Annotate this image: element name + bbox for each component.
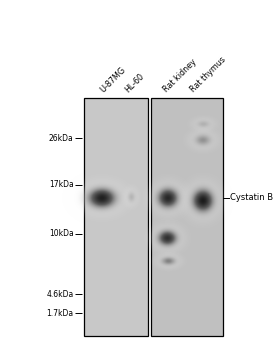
Bar bbox=[84, 98, 148, 336]
Text: 10kDa: 10kDa bbox=[49, 229, 74, 238]
Text: HL-60: HL-60 bbox=[124, 72, 146, 95]
Text: 17kDa: 17kDa bbox=[49, 180, 74, 189]
Text: 4.6kDa: 4.6kDa bbox=[46, 290, 74, 299]
Text: U-87MG: U-87MG bbox=[99, 65, 128, 95]
Text: 1.7kDa: 1.7kDa bbox=[47, 309, 74, 318]
Text: Rat thymus: Rat thymus bbox=[189, 56, 227, 94]
Text: Cystatin B: Cystatin B bbox=[230, 193, 273, 202]
Bar bbox=[151, 98, 223, 336]
Text: 26kDa: 26kDa bbox=[49, 134, 74, 143]
Text: Rat kidney: Rat kidney bbox=[161, 58, 198, 94]
